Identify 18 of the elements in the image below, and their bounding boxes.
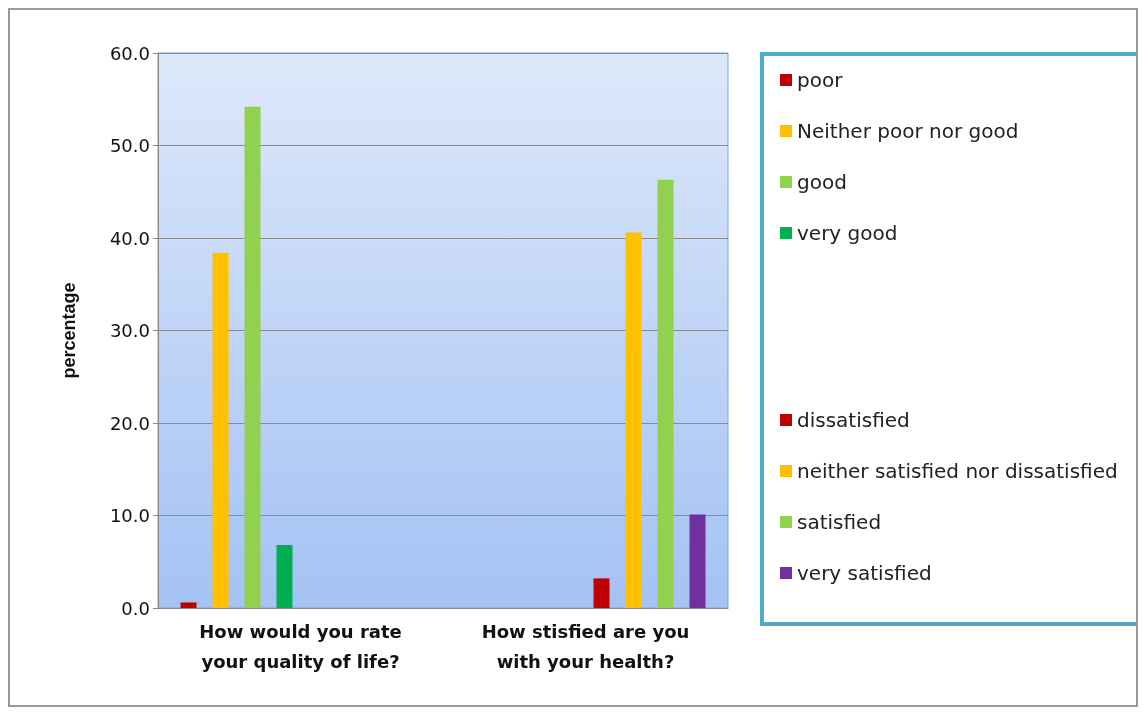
legend-label: dissatisfied [797,408,910,432]
legend-label: very good [797,221,898,245]
legend-label: Neither poor nor good [797,119,1019,143]
legend-label: poor [797,68,844,92]
y-tick-label: 30.0 [109,320,150,341]
legend-label: very satisfied [797,561,932,585]
x-tick-label: How would you rate your quality of life? [199,620,402,672]
y-tick-label: 20.0 [109,412,150,434]
y-tick-label: 40.0 [109,227,150,249]
legend-label: satisfied [797,510,882,534]
y-tick-label: 50.0 [109,135,150,156]
legend-label: good [797,170,847,194]
y-tick-label: 0.0 [121,597,150,619]
y-tick-label: 60.0 [109,42,150,64]
legend-label: neither satisfied nor dissatisfied [797,459,1118,483]
x-tick-label: How stisfied are you with your health? [481,620,690,672]
y-axis-title: percentage [59,282,79,379]
y-tick-label: 10.0 [109,505,150,526]
